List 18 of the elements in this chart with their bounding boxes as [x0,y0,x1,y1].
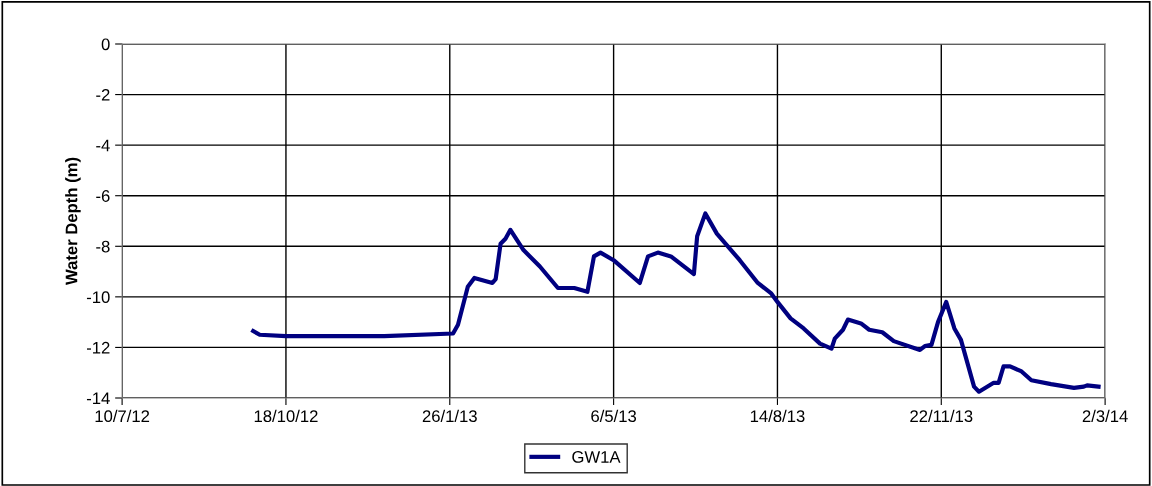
x-tick-label: 18/10/12 [254,409,318,423]
legend-label: GW1A [572,451,621,463]
y-tick-label: -2 [96,88,110,101]
y-tick-label: -8 [96,240,110,253]
line-series [251,211,1101,394]
y-tick-label: -14 [86,392,110,405]
x-tick-label: 26/1/13 [422,409,477,423]
y-tick-label: -4 [96,139,110,152]
x-tick-label: 2/3/14 [1082,409,1128,423]
y-tick-label: -12 [86,341,110,354]
y-tick-label: 0 [101,38,110,51]
x-tick-label: 14/8/13 [750,409,805,423]
y-tick-label: -6 [96,190,110,202]
y-tick-label: -10 [86,291,110,304]
x-tick-label: 6/5/13 [591,409,637,423]
y-axis-title: Water Depth (m) [65,157,81,286]
x-tick-label: 10/7/12 [95,409,150,423]
x-tick-label: 22/11/13 [910,409,973,423]
